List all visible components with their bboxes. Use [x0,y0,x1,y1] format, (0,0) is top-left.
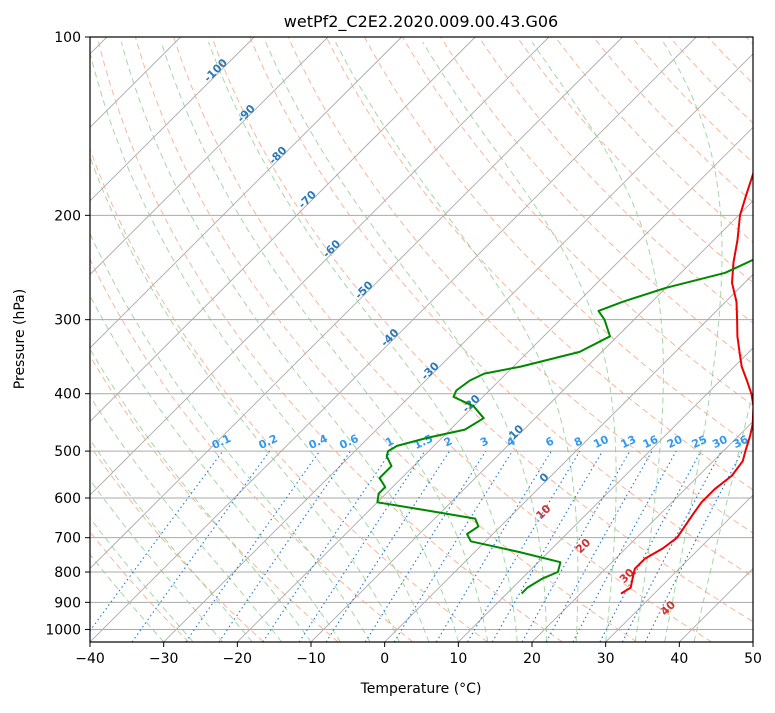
dry-adiabat-line [441,37,775,642]
y-tick-label: 800 [54,565,81,581]
moist-adiabat-line [266,42,547,642]
x-tick-label: −20 [223,651,253,667]
isotherm-line [0,37,475,642]
dry-adiabat-line [708,37,775,642]
y-axis-label: Pressure (hPa) [12,289,28,389]
y-tick-label: 100 [54,30,81,46]
x-tick-label: 50 [744,651,762,667]
isotherm-label: -90 [235,102,258,125]
isotherm-label: -60 [320,237,343,260]
isotherm-label: -70 [296,188,319,211]
moist-adiabat-line [0,202,164,642]
y-tick-label: 700 [54,531,81,547]
mixing-ratio-label: 16 [641,433,661,451]
moist-adiabat-line [60,52,400,642]
isotherm-line [164,37,770,642]
dry-adiabat-line [0,37,189,642]
mixing-ratio-label: 3 [478,434,490,449]
dry-adiabat-line [479,37,775,642]
mixing-ratio-label: 25 [690,433,709,451]
dry-adiabat-line [517,37,775,642]
moist-adiabat-line [694,42,775,642]
dry-adiabat-line [555,37,775,642]
mixing-ratio-label: 0.1 [210,432,233,452]
plot-frame [90,37,753,642]
moist-adiabat-label: 20 [573,536,593,556]
mixing-ratio-line [132,451,270,642]
isotherm-line [753,37,775,642]
mixing-ratio-label: 13 [619,433,638,451]
x-tick-label: 0 [380,651,389,667]
dry-adiabat-line [0,37,263,642]
mixing-ratio-line [219,451,351,642]
x-tick-label: 10 [449,651,467,667]
isotherm-line [0,37,254,642]
isotherm-label: -50 [352,278,375,301]
moist-adiabat-line [18,97,341,643]
mixing-ratio-label: 10 [591,433,611,451]
mixing-ratio-line [600,451,701,642]
dry-adiabat-line [746,37,775,642]
y-tick-label: 500 [54,444,81,460]
mixing-ratio-line [365,451,486,642]
isotherm-line [16,37,622,642]
moist-adiabat-line [0,134,282,642]
moist-adiabat-line [0,155,252,642]
y-tick-label: 900 [54,595,81,611]
dry-adiabat-line [593,37,775,642]
isotherm-line [237,37,775,642]
moist-adiabat-line [87,42,429,642]
dry-adiabat-line [212,37,775,642]
y-tick-label: 600 [54,491,81,507]
moist-adiabat-line [0,167,223,642]
isotherm-label: -80 [266,144,289,167]
moist-adiabat-line [39,80,370,642]
moist-adiabat-line [121,42,458,642]
mixing-ratio-line [263,451,391,642]
dry-adiabat-line [97,37,562,642]
mixing-ratio-label: 6 [544,434,557,449]
isotherm-line [458,37,775,642]
y-tick-label: 200 [54,208,81,224]
mixing-ratio-label: 30 [710,433,730,451]
x-tick-label: −10 [296,651,326,667]
x-tick-label: −40 [75,651,105,667]
mixing-ratio-line [468,451,580,642]
y-tick-label: 400 [54,387,81,403]
isotherm-label: -40 [378,326,401,349]
moist-adiabat-line [663,42,722,642]
y-tick-label: 300 [54,313,81,329]
mixing-ratio-line [326,451,450,642]
x-axis-label: Temperature (°C) [360,681,482,697]
mixing-ratio-label: 20 [665,433,685,451]
x-tick-label: 20 [523,651,541,667]
isotherm-line [0,37,328,642]
x-tick-label: 40 [670,651,688,667]
isotherm-line [0,37,402,642]
moist-adiabat-line [161,42,488,642]
dry-adiabat-line [670,37,775,642]
x-tick-label: 30 [597,651,615,667]
dry-adiabat-line [0,37,338,642]
moist-adiabat-label: 40 [658,598,678,618]
isotherm-label: -30 [419,359,442,382]
moist-adiabat-line [209,42,518,642]
mixing-ratio-label: 0.2 [257,432,280,452]
chart-title: wetPf2_C2E2.2020.009.00.43.G06 [284,12,558,32]
isotherm-label: -100 [201,56,230,85]
isotherm-line [679,37,775,642]
mixing-ratio-label: 0.4 [307,432,330,452]
mixing-ratio-line [299,451,425,642]
temperature-profile-line [621,37,775,594]
x-tick-label: −30 [149,651,179,667]
y-tick-label: 1000 [45,622,81,638]
dry-adiabat-line [21,37,413,642]
dewpoint-profile-line [377,37,775,594]
mixing-ratio-line [82,451,223,642]
mixing-ratio-label: 8 [572,434,584,449]
